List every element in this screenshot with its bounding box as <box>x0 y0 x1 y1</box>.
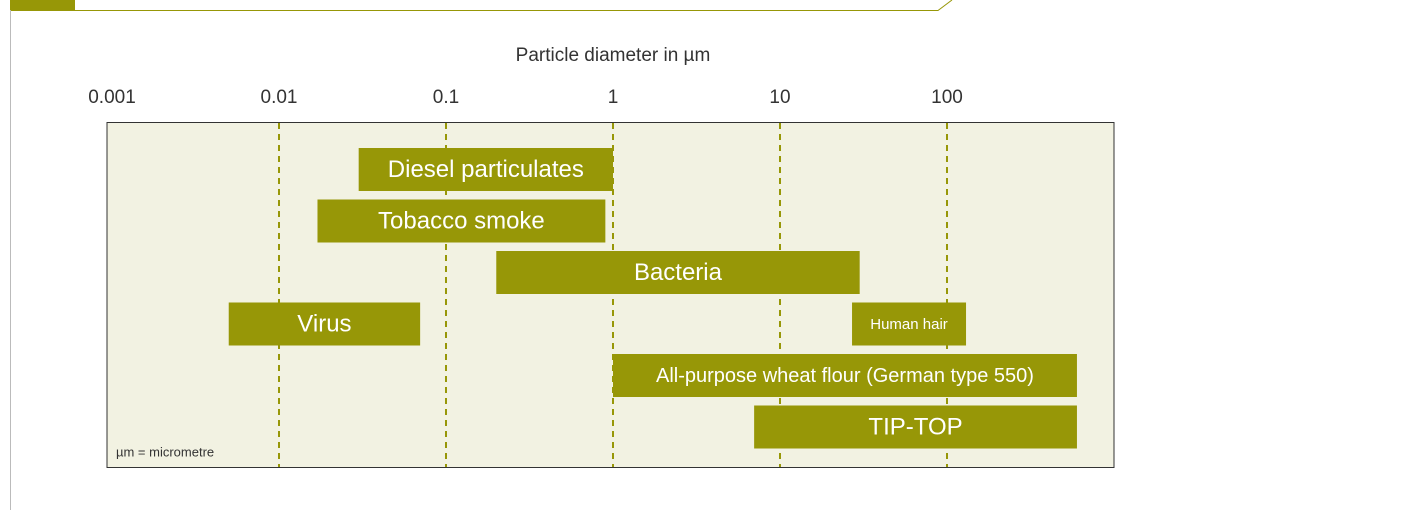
header-line <box>75 0 953 11</box>
bar <box>317 199 606 243</box>
bar <box>358 148 613 191</box>
x-tick-label: 10 <box>769 87 790 108</box>
bar <box>754 405 1077 449</box>
bar <box>228 302 421 346</box>
x-tick-label: 100 <box>931 87 963 108</box>
x-tick-label: 1 <box>608 87 619 108</box>
bar-label: Virus <box>297 310 351 337</box>
bar-label: Human hair <box>870 316 948 333</box>
footnote: µm = micrometre <box>116 444 214 459</box>
bar <box>496 251 860 294</box>
bar <box>852 302 967 346</box>
x-tick-label: 0.001 <box>88 87 136 108</box>
bar-label: TIP-TOP <box>868 413 962 440</box>
header-tab <box>10 0 75 11</box>
bar-label: Tobacco smoke <box>378 207 545 234</box>
x-tick-label: 0.01 <box>261 87 298 108</box>
x-tick-label: 0.1 <box>433 87 459 108</box>
bar <box>613 354 1077 397</box>
bar-label: Diesel particulates <box>388 156 584 183</box>
axis-title: Particle diameter in µm <box>516 45 711 66</box>
bar-label: Bacteria <box>634 259 723 286</box>
bar-label: All-purpose wheat flour (German type 550… <box>656 365 1034 387</box>
